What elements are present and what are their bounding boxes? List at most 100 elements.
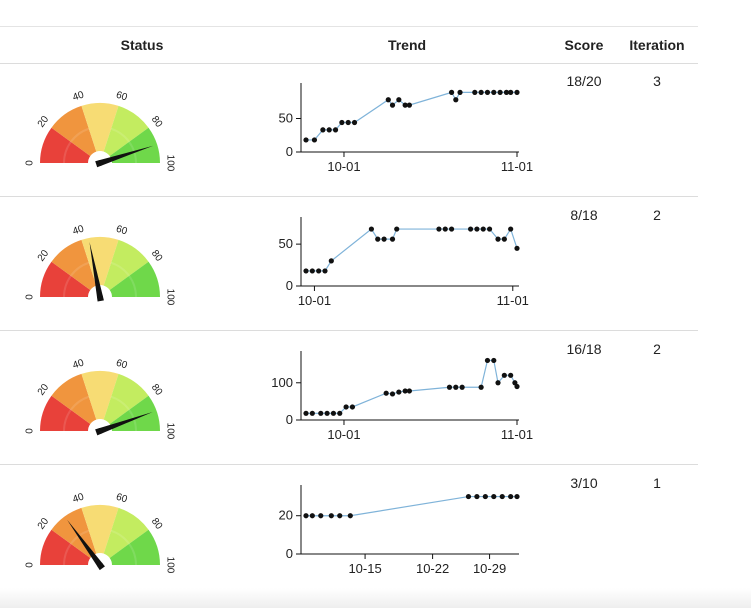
gauge-band-green	[109, 529, 160, 565]
trend-point	[453, 384, 459, 390]
trend-point	[508, 226, 514, 232]
trend-point	[467, 226, 474, 232]
trend-point	[508, 372, 514, 378]
trend-point	[303, 268, 309, 274]
gauge-tick-label: 0	[25, 562, 36, 568]
gauge-needle-hub	[97, 562, 103, 568]
gauge-tick-label: 40	[71, 357, 85, 371]
trend-point	[349, 404, 356, 410]
gauge-needle-hub	[97, 160, 103, 166]
iteration-value: 3	[653, 73, 661, 89]
gauge-band-green	[109, 261, 160, 297]
status-gauge: 0 20 40 60 80 100	[25, 89, 176, 171]
gauge-tick-label: 100	[164, 557, 175, 574]
trend-point	[499, 493, 505, 500]
trend-point	[474, 493, 480, 500]
column-header-status[interactable]: Status	[120, 37, 164, 53]
score-value: 8/18	[570, 207, 598, 223]
trend-point	[465, 493, 472, 500]
trend-point	[472, 89, 478, 95]
gauge-band-orange	[51, 373, 97, 424]
table-row: 0 20 40 60 80 100 0 100 10-01 11-01 16/18 2	[0, 331, 698, 465]
gauge-tick-label: 100	[164, 155, 175, 172]
trend-point	[316, 268, 322, 274]
trend-line	[306, 227, 518, 272]
trend-point	[394, 226, 400, 232]
gauge-tick-label: 100	[164, 289, 175, 306]
trend-point	[385, 97, 391, 103]
gauge-tick-label: 60	[115, 492, 129, 506]
trend-point	[491, 493, 497, 500]
gauge-shading	[110, 395, 137, 432]
bottom-edge-shadow	[0, 588, 751, 608]
gauge-needle	[95, 412, 153, 436]
trend-point	[322, 268, 328, 274]
gauge-tick-label: 40	[71, 491, 85, 505]
trend-point	[320, 127, 326, 133]
results-table: Status Trend Score Iteration 0 20 40 60 80 10…	[0, 26, 698, 598]
trend-point	[383, 390, 389, 396]
trend-point	[514, 245, 520, 251]
trend-point	[474, 226, 480, 232]
x-tick-label: 11-01	[497, 293, 529, 308]
gauge-band-red	[40, 127, 91, 163]
trend-point	[448, 89, 455, 95]
trend-point	[478, 384, 484, 390]
gauge-tick-label: 20	[36, 114, 52, 130]
gauge-band-red	[40, 395, 91, 431]
trend-point	[478, 89, 484, 95]
x-tick-label: 11-01	[501, 427, 533, 442]
table-row: 0 20 40 60 80 100 0 20 10-15 10-22 10-29 3/10 1	[0, 465, 698, 598]
gauge-tick-label: 0	[25, 160, 36, 166]
trend-point	[318, 513, 324, 519]
trend-point	[482, 493, 488, 500]
gauge-tick-label: 80	[149, 382, 165, 398]
column-header-trend[interactable]: Trend	[387, 37, 427, 53]
trend-point	[436, 226, 442, 232]
column-header-iteration[interactable]: Iteration	[629, 37, 685, 53]
trend-point	[514, 89, 520, 95]
gauge-band-yellow	[81, 505, 119, 554]
gauge-band-light-green	[103, 239, 149, 290]
score-value: 16/18	[566, 341, 602, 357]
gauge-shading	[63, 127, 90, 164]
trend-point	[495, 380, 501, 386]
trend-point	[396, 97, 402, 103]
trend-point	[448, 226, 455, 232]
trend-point	[345, 119, 351, 126]
gauge-shading	[110, 261, 137, 298]
trend-point	[337, 410, 343, 416]
trend-point	[309, 513, 315, 519]
gauge-tick-label: 80	[149, 114, 165, 130]
trend-point	[453, 97, 459, 103]
gauge-band-orange	[51, 239, 97, 290]
trend-point	[508, 89, 514, 95]
x-tick-label: 10-01	[298, 293, 331, 308]
trend-point	[330, 410, 337, 416]
trend-point	[303, 513, 309, 519]
trend-point	[480, 226, 486, 232]
trend-point	[514, 383, 520, 390]
trend-point	[309, 410, 315, 416]
score-value: 18/20	[566, 73, 602, 89]
table-top-border	[0, 26, 698, 27]
trend-point	[406, 102, 412, 108]
trend-point	[389, 391, 396, 397]
gauge-tick-label: 80	[149, 516, 165, 532]
trend-point	[406, 388, 412, 394]
y-tick-label: 20	[279, 508, 293, 523]
iteration-value: 2	[653, 207, 661, 223]
gauge-band-light-green	[103, 105, 149, 156]
x-tick-label: 10-29	[473, 561, 506, 576]
trend-point	[396, 389, 402, 395]
y-tick-label: 0	[286, 144, 293, 159]
column-header-score[interactable]: Score	[564, 37, 604, 53]
trend-point	[457, 89, 463, 95]
y-tick-label: 0	[286, 278, 293, 293]
trend-point	[351, 119, 358, 126]
gauge-needle	[67, 519, 105, 571]
table-row: 0 20 40 60 80 100 0 50 10-01 11-01 18/20 3	[0, 63, 698, 197]
y-tick-label: 100	[271, 375, 293, 390]
gauge-shading	[63, 529, 90, 566]
trend-point	[328, 258, 334, 264]
